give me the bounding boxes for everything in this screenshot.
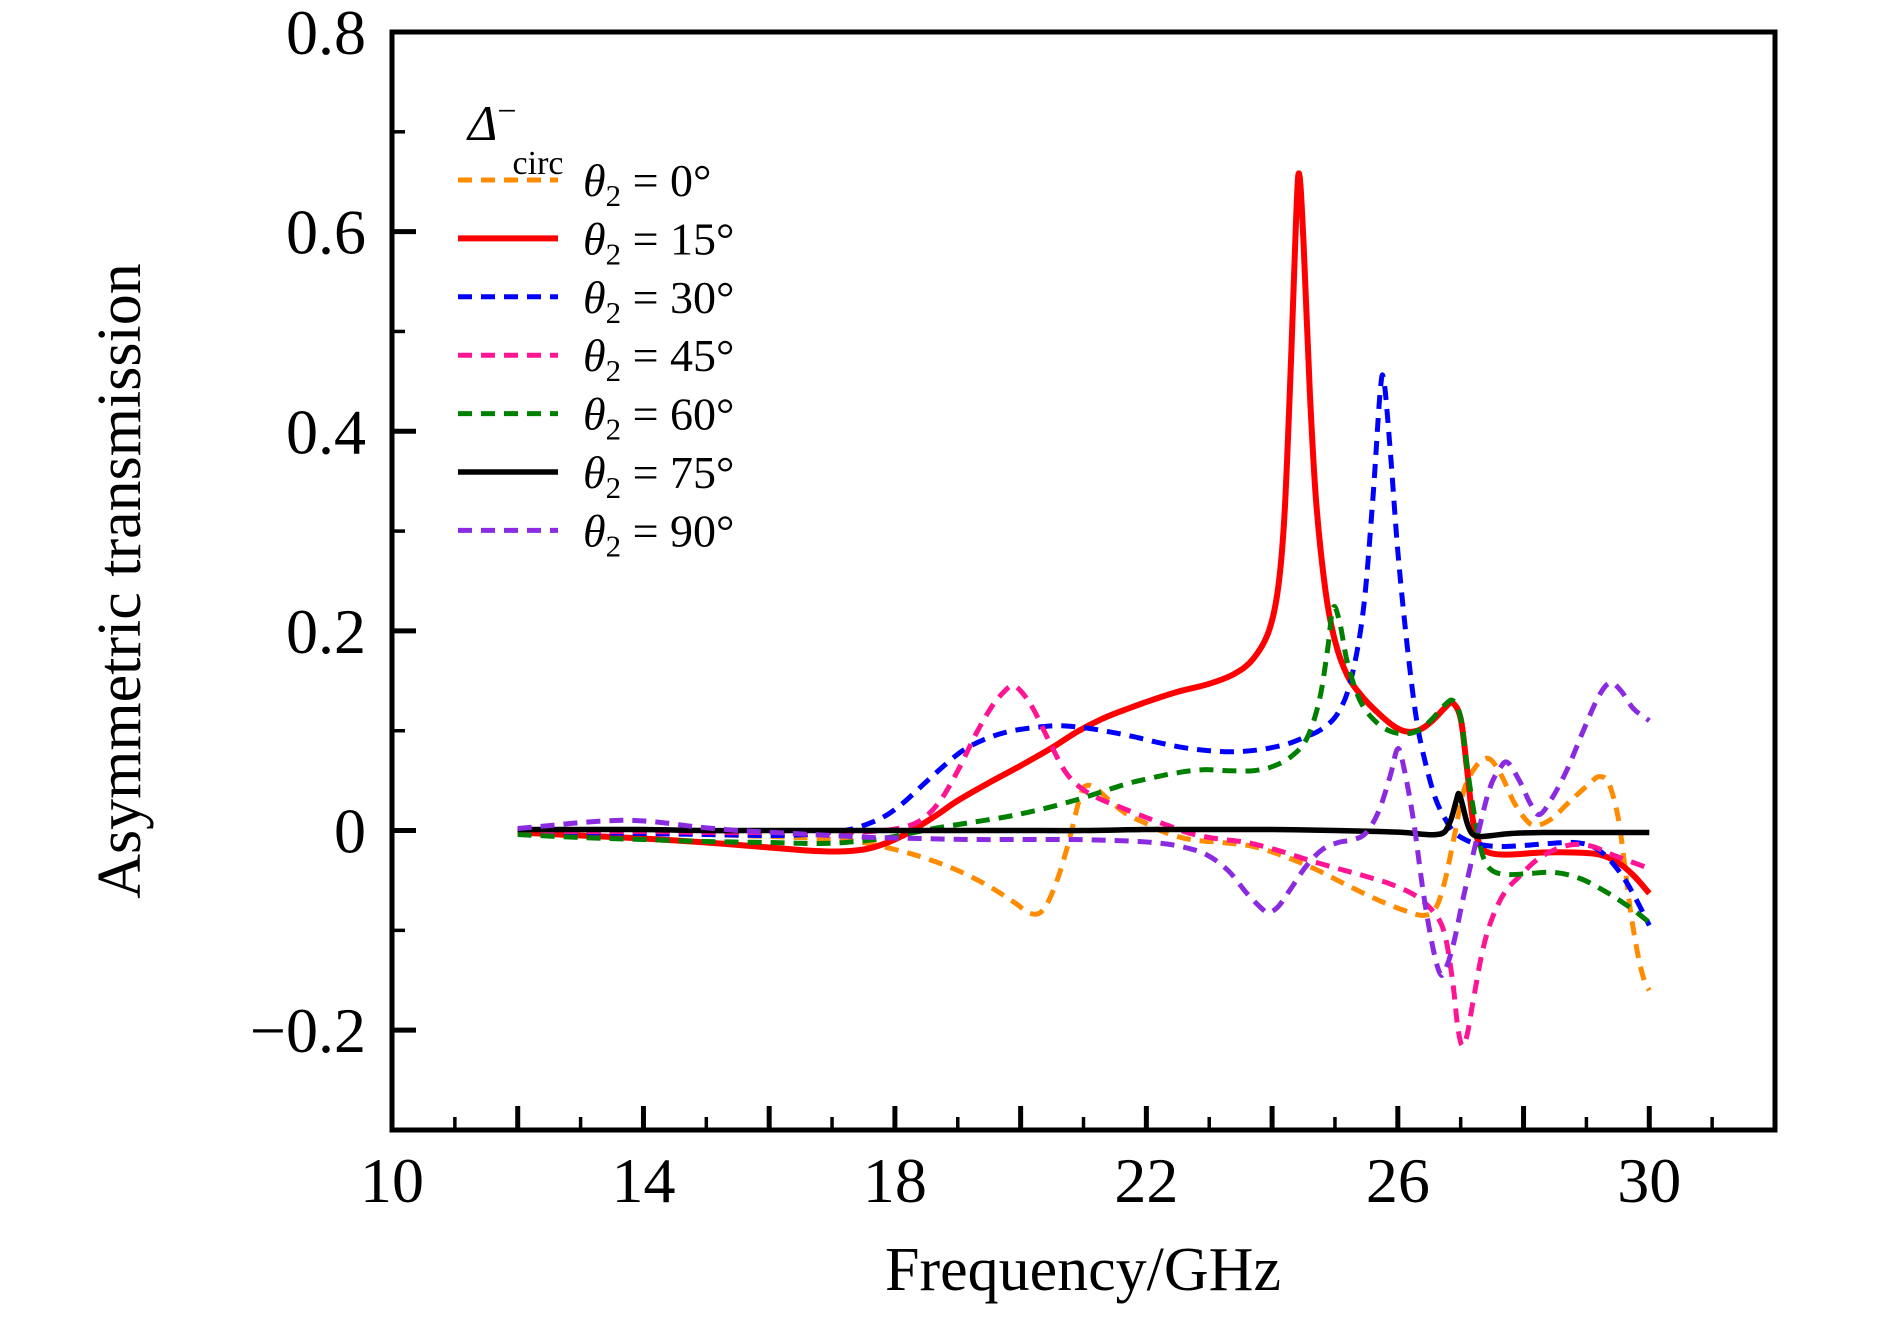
legend-item-theta2-45deg: θ2 = 45°: [458, 330, 734, 388]
series-line-theta2-60deg: [517, 604, 1651, 925]
x-tick-label-30: 30: [1617, 1145, 1681, 1216]
series-line-theta2-45deg: [517, 683, 1651, 1049]
x-tick-label-14: 14: [611, 1145, 675, 1216]
legend-label-theta2-75deg: θ2 = 75°: [583, 447, 734, 505]
series-line-theta2-30deg: [517, 372, 1652, 927]
legend-label-theta2-15deg: θ2 = 15°: [583, 213, 734, 271]
x-tick-label-18: 18: [863, 1145, 927, 1216]
series-line-theta2-75deg: [517, 790, 1650, 840]
x-tick-label-22: 22: [1114, 1145, 1178, 1216]
legend-item-theta2-15deg: θ2 = 15°: [458, 213, 734, 271]
y-tick-label-0.4: 0.4: [286, 396, 366, 467]
x-axis-title: Frequency/GHz: [885, 1236, 1281, 1304]
tick-labels-group: 10 14 18 22 26 30 −0.2 0 0.2 0.4 0.6 0.8: [250, 0, 1681, 1216]
y-tick-label-0.2: 0.2: [286, 596, 366, 667]
legend-title: Δ− circ: [466, 93, 564, 182]
y-tick-label-0: 0: [334, 796, 366, 867]
legend-item-theta2-75deg: θ2 = 75°: [458, 447, 734, 505]
y-tick-label-0.6: 0.6: [286, 197, 366, 268]
x-tick-label-26: 26: [1366, 1145, 1430, 1216]
y-axis-title: Asymmetric transmission: [86, 263, 154, 898]
legend-label-theta2-45deg: θ2 = 45°: [583, 330, 734, 388]
series-line-theta2-90deg: [517, 680, 1651, 978]
legend-label-theta2-60deg: θ2 = 60°: [583, 389, 734, 447]
legend-label-theta2-0deg: θ2 = 0°: [583, 155, 711, 213]
series-group: [517, 170, 1652, 1049]
legend-label-theta2-30deg: θ2 = 30°: [583, 272, 734, 330]
ticks-group: [389, 29, 1778, 1130]
legend-label-theta2-90deg: θ2 = 90°: [583, 505, 734, 563]
legend-item-theta2-90deg: θ2 = 90°: [458, 505, 734, 563]
series-line-theta2-0deg: [517, 755, 1652, 992]
legend-item-theta2-30deg: θ2 = 30°: [458, 272, 734, 330]
y-tick-label-0.8: 0.8: [286, 0, 366, 68]
x-tick-label-10: 10: [360, 1145, 424, 1216]
legend: Δ− circ θ2 = 0°θ2 = 15°θ2 = 30°θ2 = 45°θ2 …: [458, 93, 734, 563]
y-tick-label--0.2: −0.2: [250, 995, 366, 1066]
legend-item-theta2-60deg: θ2 = 60°: [458, 389, 734, 447]
legend-item-theta2-0deg: θ2 = 0°: [458, 155, 711, 213]
